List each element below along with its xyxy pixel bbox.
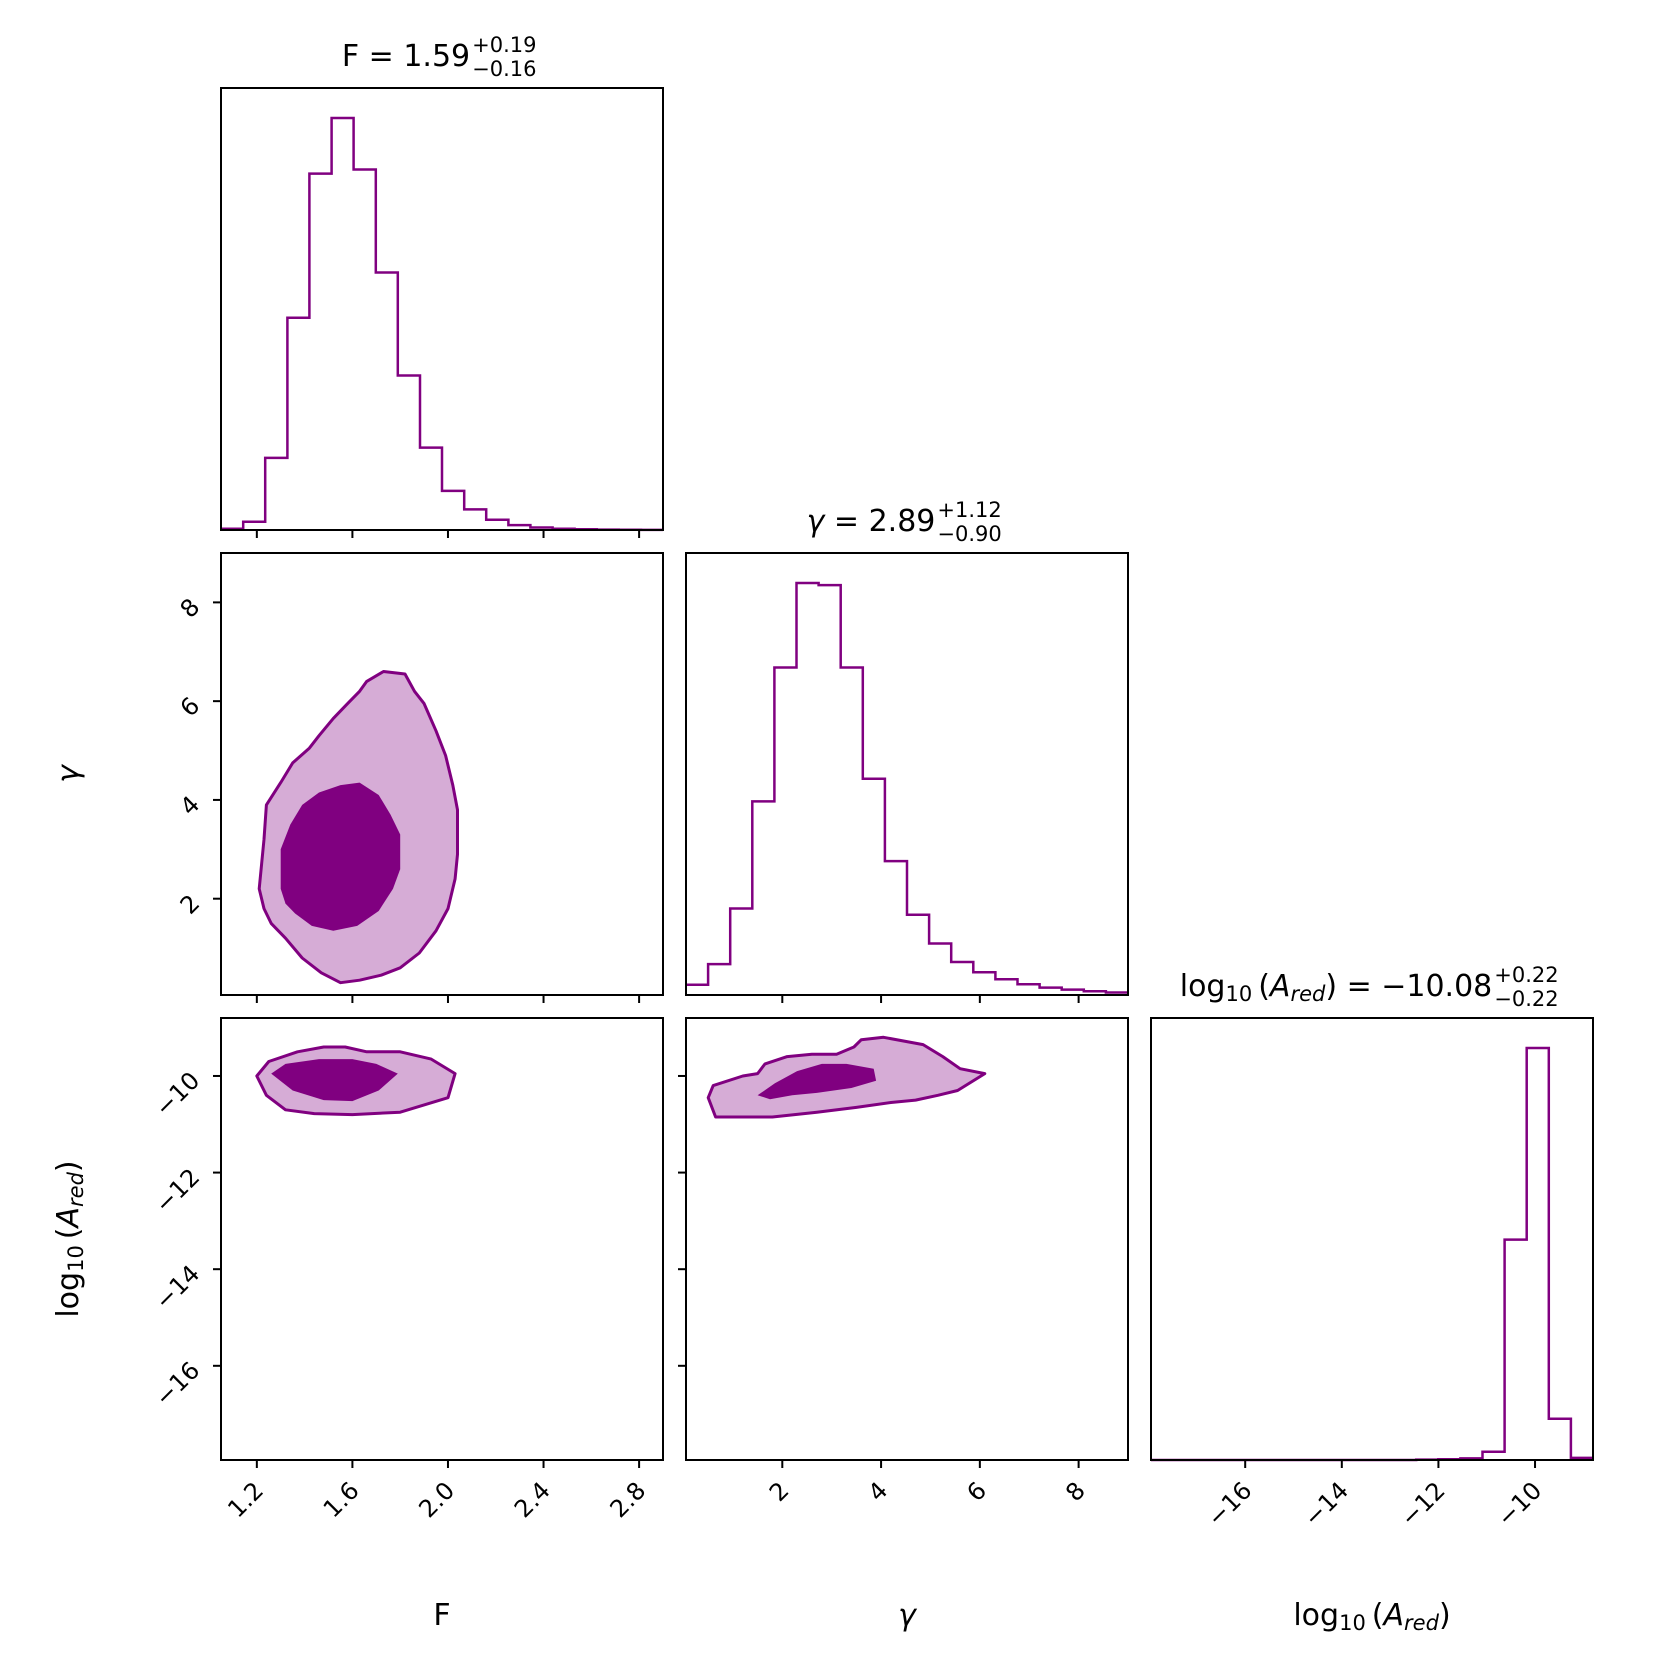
x-tick-label: −14	[1298, 1476, 1354, 1532]
y-tick-label: −12	[150, 1163, 206, 1219]
panel-F-vs-gamma: 2 4 6 8	[175, 552, 664, 1003]
x-tick-label: 2.4	[509, 1476, 556, 1523]
x-tick-label: 2.0	[413, 1476, 460, 1523]
y-tick-label: −10	[150, 1066, 206, 1122]
histogram-gamma	[686, 581, 1128, 994]
y-tick-label: 6	[175, 692, 206, 723]
x-tick-label: 2.8	[605, 1476, 652, 1523]
x-tick-label: 2	[764, 1476, 795, 1507]
diagonal-title: F = 1.59 +0.19−0.16	[342, 33, 537, 81]
x-axis-label-gamma: γ	[898, 1598, 918, 1633]
log-text: log	[51, 1272, 86, 1318]
y-tick-label: 8	[175, 593, 206, 624]
title-text: log10 (Ared) = −10.08	[1180, 969, 1493, 1006]
paren-open: (	[1252, 969, 1270, 1004]
title-equals: F = 1.59	[342, 39, 470, 74]
A-symbol: A	[51, 1207, 86, 1230]
title-equals: = 2.89	[824, 504, 935, 539]
title-upper-error: +0.22	[1494, 963, 1558, 987]
x-axis-label-F: F	[433, 1598, 450, 1633]
paren-close: )	[1439, 1598, 1451, 1633]
contour-inner	[280, 782, 401, 931]
log-text: log	[1293, 1598, 1339, 1633]
red-subscript: red	[1290, 982, 1326, 1006]
red-subscript: red	[64, 1171, 88, 1207]
x-tick-label: 8	[1060, 1476, 1091, 1507]
x-axis-label-log10_A_red: log10 (Ared)	[1293, 1598, 1450, 1635]
panel-gamma-vs-log10_A_red: 2 4 6 8	[678, 1017, 1129, 1507]
contour-inner	[757, 1063, 877, 1100]
x-tick-label: 4	[863, 1476, 894, 1507]
title-equals: ) = −10.08	[1325, 969, 1492, 1004]
diagonal-title: γ = 2.89 +1.12−0.90	[807, 498, 1002, 546]
log-subscript: 10	[1339, 1611, 1366, 1635]
histogram-log10_A_red	[1151, 1046, 1593, 1462]
histogram-F	[221, 116, 663, 532]
y-axis-label-group: γ	[51, 763, 86, 783]
y-tick-label: −16	[150, 1356, 206, 1412]
y-axis-label-log10_A_red: log10 (Ared)	[51, 1160, 88, 1317]
title-lower-error: −0.16	[472, 57, 536, 81]
gamma-symbol: γ	[898, 1598, 918, 1633]
panel-frame	[1150, 1017, 1594, 1461]
contour-inner	[271, 1059, 398, 1102]
title-upper-error: +0.19	[472, 33, 536, 57]
y-axis-label-gamma: γ	[51, 763, 86, 783]
x-tick-label: 6	[961, 1476, 992, 1507]
log-subscript: 10	[1225, 982, 1252, 1006]
panel-frame	[685, 1017, 1129, 1461]
x-tick-label: −10	[1492, 1476, 1548, 1532]
red-subscript: red	[1404, 1611, 1440, 1635]
A-symbol: A	[1268, 969, 1291, 1004]
y-tick-label: 4	[175, 790, 206, 821]
paren-open: (	[51, 1227, 86, 1245]
x-tick-label: 1.2	[222, 1476, 269, 1523]
log-subscript: 10	[64, 1245, 88, 1272]
title-text: F = 1.59	[342, 39, 470, 74]
panel-gamma-hist	[685, 552, 1129, 1003]
panel-F-vs-log10_A_red: 1.2 1.6 2.0 2.4 2.8 −16 −14 −12 −10	[150, 1017, 664, 1523]
title-lower-error: −0.90	[937, 522, 1001, 546]
title-upper-error: +1.12	[937, 498, 1001, 522]
title-lower-error: −0.22	[1494, 987, 1558, 1011]
panel-F-hist	[220, 87, 664, 538]
panel-frame	[685, 552, 1129, 996]
diagonal-title: log10 (Ared) = −10.08 +0.22−0.22	[1180, 963, 1559, 1011]
paren-close: )	[51, 1160, 86, 1172]
x-tick-label: 1.6	[318, 1476, 365, 1523]
y-axis-label-group: log10 (Ared)	[51, 1160, 88, 1317]
x-tick-label: −16	[1202, 1476, 1258, 1532]
log-text: log	[1180, 969, 1226, 1004]
A-symbol: A	[1382, 1598, 1405, 1633]
x-tick-label: −12	[1395, 1476, 1451, 1532]
panel-frame	[220, 87, 664, 531]
panel-frame	[220, 1017, 664, 1461]
panel-frame	[220, 552, 664, 996]
title-text: γ = 2.89	[807, 504, 936, 539]
y-tick-label: −14	[150, 1260, 206, 1316]
panel-log10_A_red-hist: −16 −14 −12 −10	[1150, 1017, 1594, 1532]
y-tick-label: 2	[175, 889, 206, 920]
gamma-symbol: γ	[807, 504, 827, 539]
gamma-symbol: γ	[51, 763, 86, 783]
paren-open: (	[1366, 1598, 1384, 1633]
